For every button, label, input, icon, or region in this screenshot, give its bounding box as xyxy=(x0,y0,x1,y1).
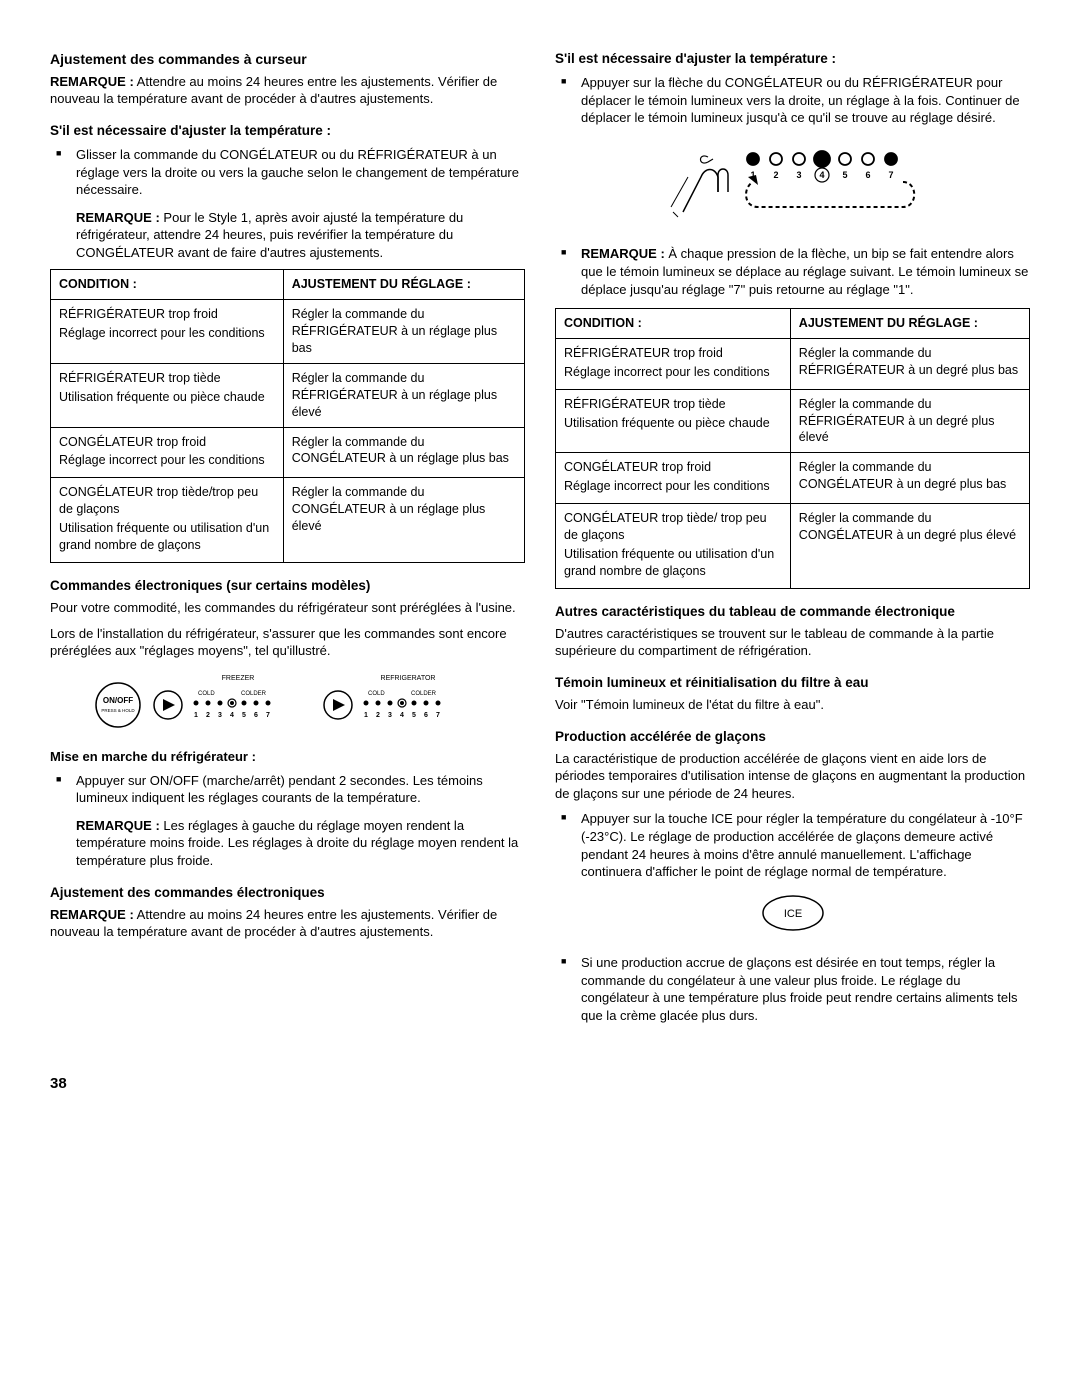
svg-text:2: 2 xyxy=(773,170,778,180)
table-row: CONGÉLATEUR trop tiède/ trop peu de glaç… xyxy=(556,504,1030,589)
svg-text:COLD: COLD xyxy=(368,691,385,697)
cell-adjustment: Régler la commande du CONGÉLATEUR à un d… xyxy=(790,453,1029,504)
svg-text:2: 2 xyxy=(206,712,210,719)
cell-condition: RÉFRIGÉRATEUR trop tièdeUtilisation fréq… xyxy=(556,389,791,453)
cell-condition: RÉFRIGÉRATEUR trop tièdeUtilisation fréq… xyxy=(51,363,284,427)
page-number: 38 xyxy=(50,1074,1030,1094)
table-row: RÉFRIGÉRATEUR trop tièdeUtilisation fréq… xyxy=(51,363,525,427)
cell-adjustment: Régler la commande du CONGÉLATEUR à un r… xyxy=(283,427,524,478)
svg-text:3: 3 xyxy=(218,712,222,719)
svg-text:7: 7 xyxy=(266,712,270,719)
svg-text:ICE: ICE xyxy=(783,908,801,920)
bullet-arrow: Appuyer sur la flèche du CONGÉLATEUR ou … xyxy=(555,74,1030,127)
svg-text:4: 4 xyxy=(230,712,234,719)
table-row: RÉFRIGÉRATEUR trop tièdeUtilisation fréq… xyxy=(556,389,1030,453)
bullet-ice1: Appuyer sur la touche ICE pour régler la… xyxy=(555,810,1030,880)
heading-adjust-temp-left: S'il est nécessaire d'ajuster la tempéra… xyxy=(50,122,525,140)
page-columns: Ajustement des commandes à curseur REMAR… xyxy=(50,50,1030,1034)
heading-ice: Production accélérée de glaçons xyxy=(555,728,1030,746)
th-condition: CONDITION : xyxy=(51,270,284,300)
cell-adjustment: Régler la commande du RÉFRIGÉRATEUR à un… xyxy=(790,338,1029,389)
note-beep: REMARQUE : À chaque pression de la flèch… xyxy=(555,245,1030,298)
heading-adjust-temp-right: S'il est nécessaire d'ajuster la tempéra… xyxy=(555,50,1030,68)
table-row: RÉFRIGÉRATEUR trop froidRéglage incorrec… xyxy=(556,338,1030,389)
label-remarque: REMARQUE : xyxy=(76,818,160,833)
cell-condition: CONGÉLATEUR trop froidRéglage incorrect … xyxy=(556,453,791,504)
heading-filter: Témoin lumineux et réinitialisation du f… xyxy=(555,674,1030,692)
arrow-press-diagram: 1234567 xyxy=(555,137,1030,232)
cell-adjustment: Régler la commande du RÉFRIGÉRATEUR à un… xyxy=(283,363,524,427)
svg-text:7: 7 xyxy=(888,170,893,180)
cell-condition: CONGÉLATEUR trop tiède/trop peu de glaço… xyxy=(51,478,284,563)
presshold-label: PRESS & HOLD xyxy=(101,708,135,713)
svg-text:COLDER: COLDER xyxy=(240,691,266,697)
p-filter: Voir "Témoin lumineux de l'état du filtr… xyxy=(555,696,1030,714)
p-other-features: D'autres caractéristiques se trouvent su… xyxy=(555,625,1030,660)
table-row: CONGÉLATEUR trop froidRéglage incorrect … xyxy=(51,427,525,478)
ice-button-diagram: ICE xyxy=(555,891,1030,941)
p-ice: La caractéristique de production accélér… xyxy=(555,750,1030,803)
th-adjustment: AJUSTEMENT DU RÉGLAGE : xyxy=(283,270,524,300)
svg-text:3: 3 xyxy=(388,712,392,719)
cell-adjustment: Régler la commande du RÉFRIGÉRATEUR à un… xyxy=(790,389,1029,453)
control-panel-diagram: ON/OFF PRESS & HOLD FREEZER COLD COLDER … xyxy=(50,670,525,735)
heading-electronic: Commandes électroniques (sur certains mo… xyxy=(50,577,525,595)
table-row: CONGÉLATEUR trop froidRéglage incorrect … xyxy=(556,453,1030,504)
svg-text:2: 2 xyxy=(376,712,380,719)
note-style1: REMARQUE : Pour le Style 1, après avoir … xyxy=(50,209,525,262)
bullet-onoff: Appuyer sur ON/OFF (marche/arrêt) pendan… xyxy=(50,772,525,807)
onoff-label: ON/OFF xyxy=(102,696,132,705)
p-electronic2: Lors de l'installation du réfrigérateur,… xyxy=(50,625,525,660)
cell-condition: RÉFRIGÉRATEUR trop froidRéglage incorrec… xyxy=(51,300,284,364)
svg-text:1: 1 xyxy=(364,712,368,719)
table-conditions-right: CONDITION : AJUSTEMENT DU RÉGLAGE : RÉFR… xyxy=(555,308,1030,589)
th-adjustment: AJUSTEMENT DU RÉGLAGE : xyxy=(790,309,1029,339)
table-row: RÉFRIGÉRATEUR trop froidRéglage incorrec… xyxy=(51,300,525,364)
svg-text:5: 5 xyxy=(242,712,246,719)
remarque-elec: REMARQUE : Attendre au moins 24 heures e… xyxy=(50,906,525,941)
svg-text:6: 6 xyxy=(424,712,428,719)
heading-startup: Mise en marche du réfrigérateur : xyxy=(50,748,525,766)
left-column: Ajustement des commandes à curseur REMAR… xyxy=(50,50,525,1034)
cell-condition: RÉFRIGÉRATEUR trop froidRéglage incorrec… xyxy=(556,338,791,389)
cell-adjustment: Régler la commande du CONGÉLATEUR à un d… xyxy=(790,504,1029,589)
bullet-slide: Glisser la commande du CONGÉLATEUR ou du… xyxy=(50,146,525,199)
remarque-cursor: REMARQUE : Attendre au moins 24 heures e… xyxy=(50,73,525,108)
svg-text:4: 4 xyxy=(819,170,824,180)
table-conditions-left: CONDITION : AJUSTEMENT DU RÉGLAGE : RÉFR… xyxy=(50,269,525,562)
cell-adjustment: Régler la commande du CONGÉLATEUR à un r… xyxy=(283,478,524,563)
right-column: S'il est nécessaire d'ajuster la tempéra… xyxy=(555,50,1030,1034)
heading-adjust-elec: Ajustement des commandes électroniques xyxy=(50,884,525,902)
note-settings: REMARQUE : Les réglages à gauche du régl… xyxy=(50,817,525,870)
svg-text:5: 5 xyxy=(412,712,416,719)
svg-text:COLD: COLD xyxy=(198,691,215,697)
svg-text:COLDER: COLDER xyxy=(410,691,436,697)
bullet-ice2: Si une production accrue de glaçons est … xyxy=(555,954,1030,1024)
label-remarque: REMARQUE : xyxy=(76,210,160,225)
p-electronic1: Pour votre commodité, les commandes du r… xyxy=(50,599,525,617)
svg-text:7: 7 xyxy=(436,712,440,719)
svg-text:1: 1 xyxy=(194,712,198,719)
table-row: CONGÉLATEUR trop tiède/trop peu de glaço… xyxy=(51,478,525,563)
svg-text:REFRIGERATOR: REFRIGERATOR xyxy=(380,675,435,682)
svg-text:6: 6 xyxy=(254,712,258,719)
cell-condition: CONGÉLATEUR trop froidRéglage incorrect … xyxy=(51,427,284,478)
cell-adjustment: Régler la commande du RÉFRIGÉRATEUR à un… xyxy=(283,300,524,364)
cell-condition: CONGÉLATEUR trop tiède/ trop peu de glaç… xyxy=(556,504,791,589)
svg-text:4: 4 xyxy=(400,712,404,719)
svg-text:FREEZER: FREEZER xyxy=(221,675,254,682)
svg-text:6: 6 xyxy=(865,170,870,180)
th-condition: CONDITION : xyxy=(556,309,791,339)
svg-text:3: 3 xyxy=(796,170,801,180)
label-remarque: REMARQUE : xyxy=(581,246,665,261)
label-remarque: REMARQUE : xyxy=(50,907,134,922)
heading-cursor-adjust: Ajustement des commandes à curseur xyxy=(50,50,525,69)
heading-other-features: Autres caractéristiques du tableau de co… xyxy=(555,603,1030,621)
svg-text:5: 5 xyxy=(842,170,847,180)
label-remarque: REMARQUE : xyxy=(50,74,134,89)
